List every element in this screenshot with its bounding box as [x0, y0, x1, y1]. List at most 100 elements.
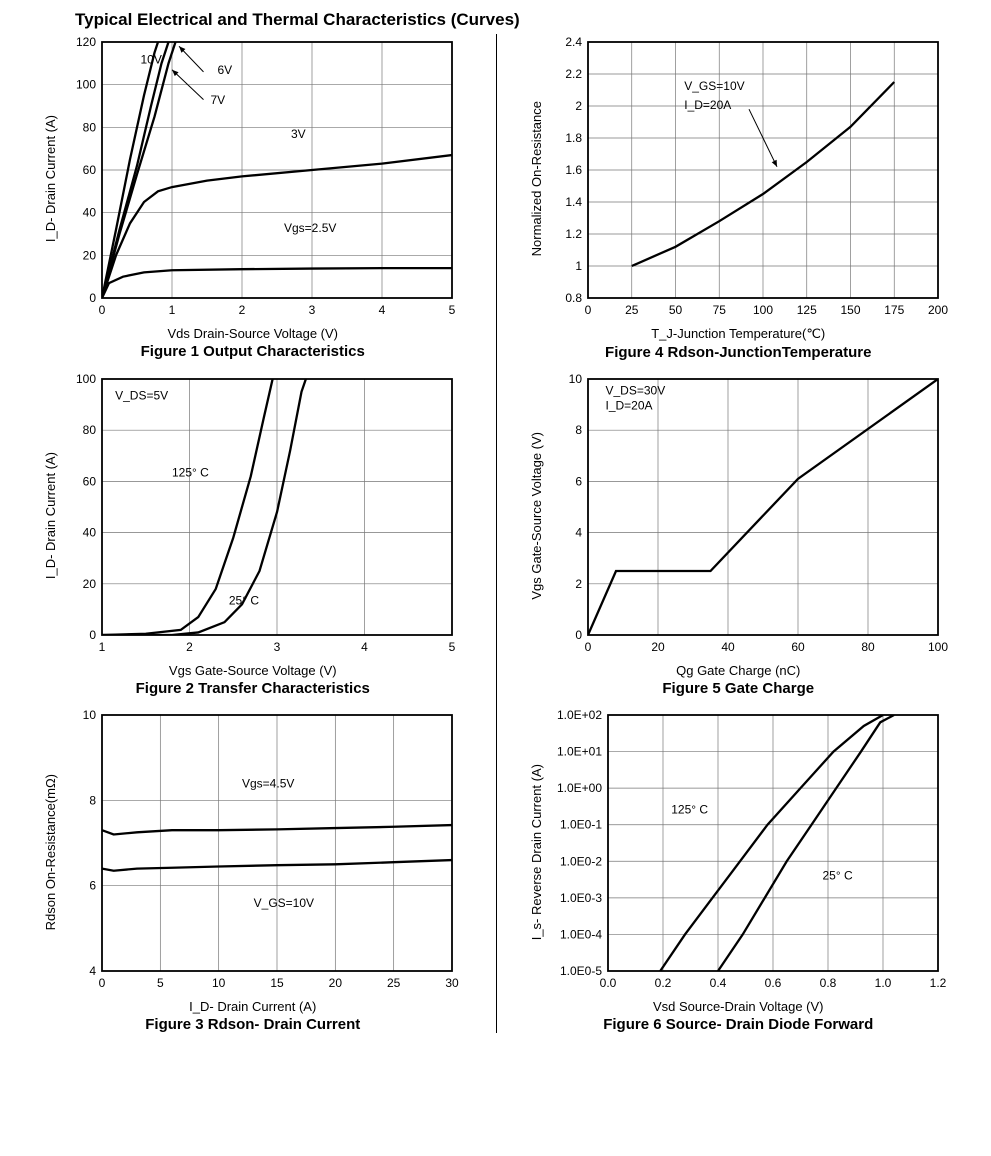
svg-text:1.0: 1.0: [874, 976, 891, 990]
svg-text:1.0E0-4: 1.0E0-4: [560, 927, 602, 941]
svg-text:3: 3: [309, 303, 316, 317]
xlabel-fig1: Vds Drain-Source Voltage (V): [167, 326, 338, 341]
svg-text:60: 60: [791, 640, 805, 654]
svg-text:75: 75: [712, 303, 726, 317]
svg-text:3V: 3V: [291, 127, 306, 141]
svg-text:1.0E0-1: 1.0E0-1: [560, 818, 602, 832]
svg-text:20: 20: [83, 577, 97, 591]
svg-text:125° C: 125° C: [172, 465, 209, 479]
ylabel-fig3: Rdson On-Resistance(mΩ): [43, 774, 58, 930]
title-fig2: Figure 2 Transfer Characteristics: [136, 680, 370, 697]
svg-text:0: 0: [90, 291, 97, 305]
svg-text:4: 4: [575, 526, 582, 540]
svg-text:5: 5: [449, 640, 456, 654]
chart-fig5: 0204060801000246810V_DS=30VI_D=20A: [548, 371, 948, 661]
svg-text:0.8: 0.8: [565, 291, 582, 305]
svg-text:1.2: 1.2: [565, 227, 582, 241]
panel-fig3: Rdson On-Resistance(mΩ)05101520253046810…: [20, 707, 486, 1033]
svg-text:1.4: 1.4: [565, 195, 582, 209]
svg-text:2: 2: [186, 640, 193, 654]
svg-text:10: 10: [568, 372, 582, 386]
svg-text:175: 175: [884, 303, 904, 317]
svg-text:1.0E+01: 1.0E+01: [557, 745, 602, 759]
xlabel-fig2: Vgs Gate-Source Voltage (V): [169, 663, 337, 678]
svg-text:40: 40: [721, 640, 735, 654]
svg-text:V_GS=10V: V_GS=10V: [684, 79, 744, 93]
svg-text:2.2: 2.2: [565, 67, 582, 81]
svg-text:6V: 6V: [218, 63, 233, 77]
svg-text:2.4: 2.4: [565, 35, 582, 49]
xlabel-fig6: Vsd Source-Drain Voltage (V): [653, 999, 824, 1014]
svg-text:10V: 10V: [141, 52, 162, 66]
svg-text:2: 2: [575, 99, 582, 113]
title-fig4: Figure 4 Rdson-JunctionTemperature: [605, 344, 871, 361]
chart-fig2: 12345020406080100V_DS=5V125° C25° C: [62, 371, 462, 661]
svg-text:V_GS=10V: V_GS=10V: [254, 896, 314, 910]
svg-text:200: 200: [928, 303, 948, 317]
svg-text:0: 0: [90, 628, 97, 642]
svg-text:1.8: 1.8: [565, 131, 582, 145]
svg-text:80: 80: [83, 423, 97, 437]
svg-text:10: 10: [83, 708, 97, 722]
title-fig3: Figure 3 Rdson- Drain Current: [145, 1016, 360, 1033]
svg-text:100: 100: [753, 303, 773, 317]
svg-text:I_D=20A: I_D=20A: [684, 98, 731, 112]
svg-text:6: 6: [90, 879, 97, 893]
svg-text:8: 8: [575, 423, 582, 437]
svg-text:0: 0: [99, 303, 106, 317]
svg-text:80: 80: [861, 640, 875, 654]
ylabel-fig5: Vgs Gate-Source Voltage (V): [529, 432, 544, 600]
svg-text:V_DS=5V: V_DS=5V: [115, 388, 168, 402]
svg-text:25° C: 25° C: [229, 593, 259, 607]
svg-text:4: 4: [90, 964, 97, 978]
svg-text:0: 0: [584, 640, 591, 654]
svg-text:1: 1: [169, 303, 176, 317]
ylabel-fig2: I_D- Drain Current (A): [43, 452, 58, 579]
svg-text:10: 10: [212, 976, 226, 990]
svg-text:2: 2: [239, 303, 246, 317]
title-fig1: Figure 1 Output Characteristics: [141, 343, 365, 360]
svg-text:8: 8: [90, 793, 97, 807]
svg-text:1.0E+00: 1.0E+00: [557, 781, 602, 795]
svg-text:Vgs=4.5V: Vgs=4.5V: [242, 777, 294, 791]
svg-text:20: 20: [83, 248, 97, 262]
svg-text:120: 120: [76, 35, 96, 49]
svg-text:1.2: 1.2: [929, 976, 946, 990]
svg-text:1.0E+02: 1.0E+02: [557, 708, 602, 722]
svg-text:I_D=20A: I_D=20A: [605, 399, 652, 413]
ylabel-fig4: Normalized On-Resistance: [529, 101, 544, 256]
svg-text:20: 20: [651, 640, 665, 654]
svg-text:0: 0: [575, 628, 582, 642]
svg-text:4: 4: [379, 303, 386, 317]
title-fig6: Figure 6 Source- Drain Diode Forward: [603, 1016, 873, 1033]
svg-text:5: 5: [157, 976, 164, 990]
svg-text:25: 25: [625, 303, 639, 317]
xlabel-fig4: T_J-Junction Temperature(℃): [651, 326, 825, 342]
svg-text:0.6: 0.6: [764, 976, 781, 990]
svg-text:Vgs=2.5V: Vgs=2.5V: [284, 221, 336, 235]
chart-grid: I_D- Drain Current (A)012345020406080100…: [20, 34, 971, 1033]
svg-text:60: 60: [83, 163, 97, 177]
svg-text:20: 20: [329, 976, 343, 990]
svg-text:2: 2: [575, 577, 582, 591]
svg-text:40: 40: [83, 526, 97, 540]
svg-text:80: 80: [83, 120, 97, 134]
svg-text:7V: 7V: [211, 93, 226, 107]
svg-text:1.0E0-5: 1.0E0-5: [560, 964, 602, 978]
svg-text:3: 3: [274, 640, 281, 654]
svg-text:40: 40: [83, 206, 97, 220]
svg-text:1: 1: [99, 640, 106, 654]
xlabel-fig3: I_D- Drain Current (A): [189, 999, 316, 1014]
svg-text:15: 15: [271, 976, 285, 990]
panel-fig5: Vgs Gate-Source Voltage (V)0204060801000…: [506, 371, 972, 697]
chart-fig1: 01234502040608010012010V6V7V3VVgs=2.5V: [62, 34, 462, 324]
svg-text:0.0: 0.0: [599, 976, 616, 990]
svg-text:1: 1: [575, 259, 582, 273]
page-title: Typical Electrical and Thermal Character…: [75, 10, 971, 30]
title-fig5: Figure 5 Gate Charge: [662, 680, 814, 697]
svg-text:6: 6: [575, 474, 582, 488]
panel-fig6: I_s- Reverse Drain Current (A)0.00.20.40…: [506, 707, 972, 1033]
svg-text:0.4: 0.4: [709, 976, 726, 990]
svg-text:125° C: 125° C: [671, 803, 708, 817]
svg-text:25: 25: [387, 976, 401, 990]
